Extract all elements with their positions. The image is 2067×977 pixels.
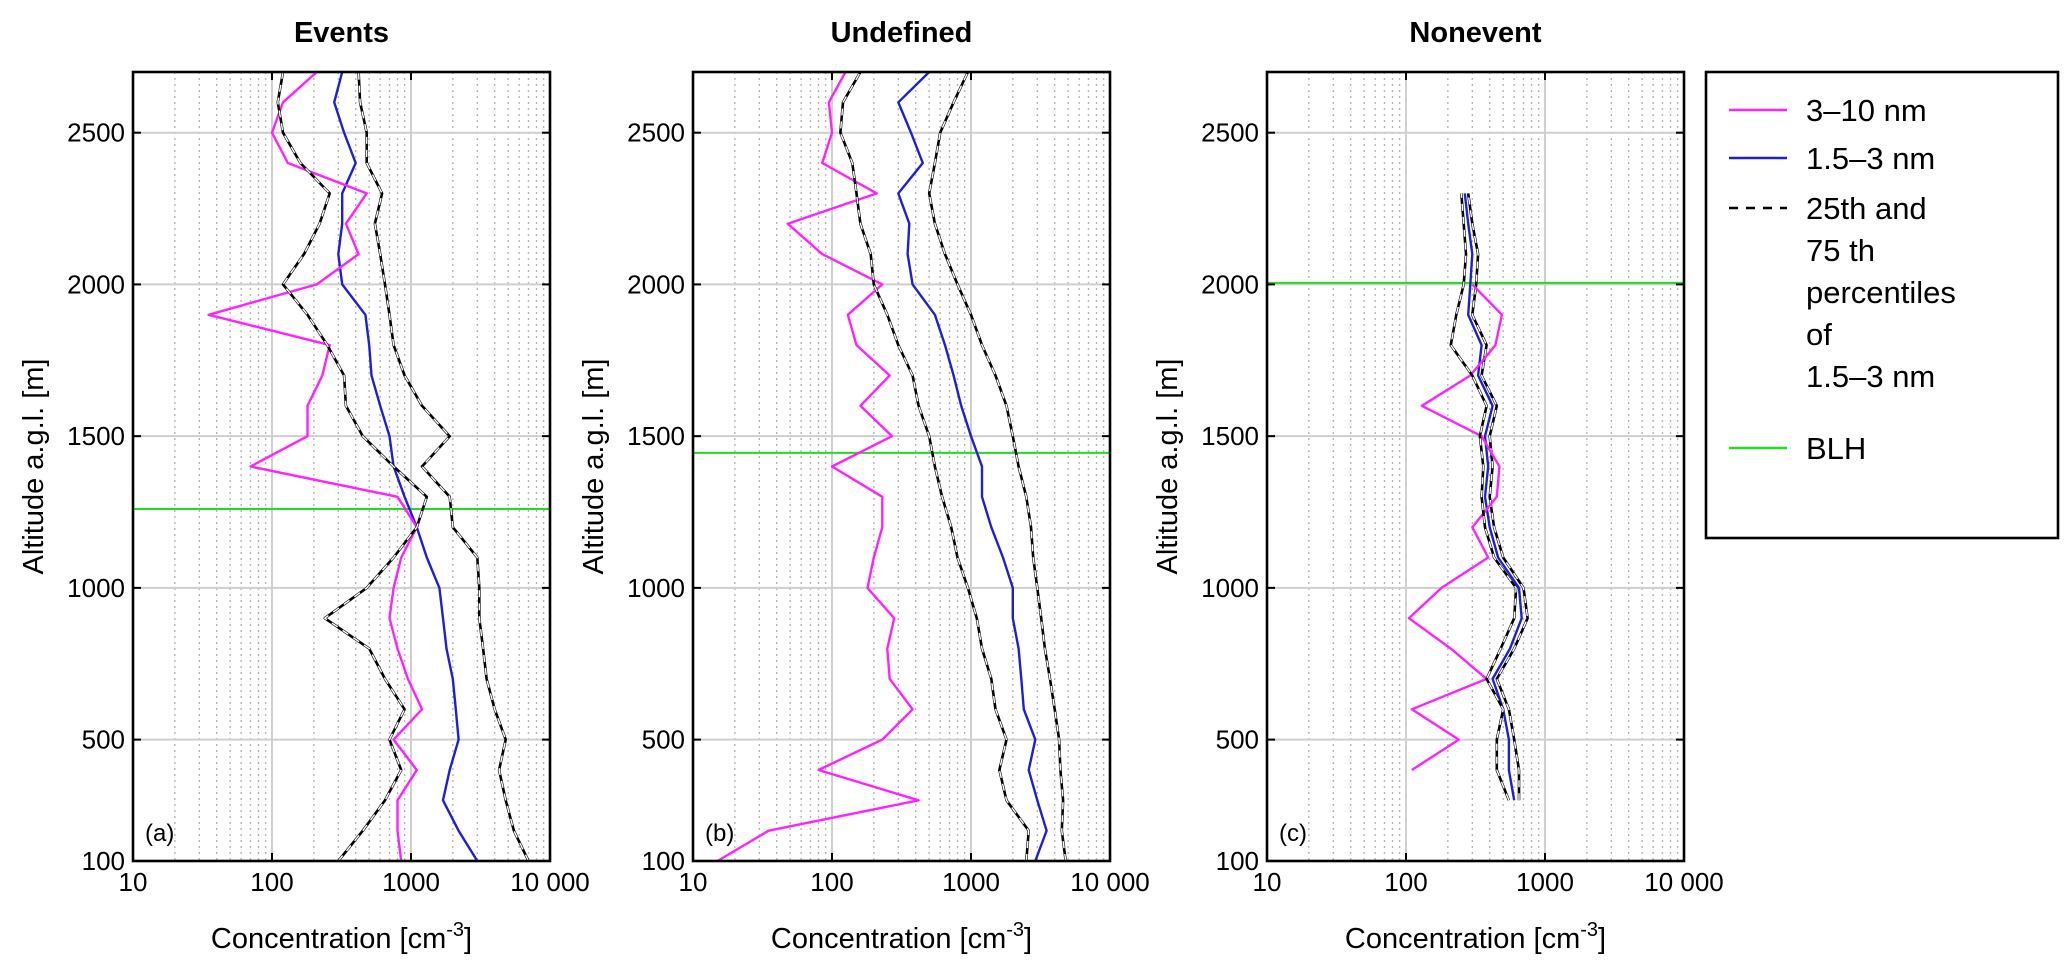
series-p25-dash [1450,193,1517,801]
legend-label: 1.5–3 nm [1806,141,1935,176]
panel-title: Nonevent [1409,17,1541,49]
panel-label: (a) [145,820,174,847]
legend-box [1704,70,2060,540]
series-c310-line [1407,283,1504,772]
y-tick-label: 2000 [627,269,685,299]
y-tick-label: 500 [82,725,125,755]
chart-panels: 10 100 1000 10 0001005001000150020002500Eve… [18,17,1724,955]
legend-item-c310: 3–10 nm [1729,93,1927,128]
series-p25-line [839,71,1030,862]
panel-title: Undefined [831,17,973,49]
legend-label: 3–10 nm [1806,93,1927,128]
x-tick-label: 10 [1253,867,1282,897]
x-tick-label: 1000 [382,867,440,897]
y-tick-label: 100 [1216,846,1259,876]
x-tick-label: 10 [119,867,148,897]
series-p75-line [1466,193,1529,801]
panel-1: 10 100 1000 10 0001005001000150020002500Eve… [18,17,590,955]
series-p75-dash [357,71,530,862]
y-tick-label: 1500 [1201,421,1259,451]
panel-label: (c) [1279,820,1307,847]
plot-frame [131,70,552,863]
x-tick-label: 1000 [1516,867,1574,897]
y-axis-label: Altitude a.g.l. [m] [578,359,610,575]
legend-item-p25: 25th and 75 th percentiles of 1.5–3 nm [1729,191,1956,394]
y-tick-label: 1500 [627,421,685,451]
x-tick-label: 10 [679,867,708,897]
panel-3: 10 100 1000 10 0001005001000150020002500Non… [1152,17,1724,955]
y-tick-label: 1000 [1201,573,1259,603]
y-axis-label: Altitude a.g.l. [m] [1152,359,1184,575]
y-tick-label: 2500 [67,118,125,148]
y-tick-label: 2000 [1201,269,1259,299]
series-c15-line [1463,193,1523,801]
series-p25-line [276,71,429,862]
x-axis-label: Concentration [cm-3] [771,919,1032,955]
y-tick-label: 500 [1216,725,1259,755]
x-tick-label: 10 000 [1644,867,1724,897]
series-p25-dash [277,71,428,862]
series-c15-line [897,71,1048,862]
legend: 3–10 nm 1.5–3 nm 25th and 75 th percentiles o… [1704,70,2060,540]
panel-2: 10 100 1000 10 0001005001000150020002500Und… [578,17,1150,955]
y-tick-label: 2000 [67,269,125,299]
legend-item-blh: BLH [1729,431,1866,466]
panel-label: (b) [705,820,734,847]
x-tick-label: 10 000 [510,867,590,897]
plot-frame [691,70,1112,863]
x-tick-label: 10 000 [1070,867,1150,897]
x-tick-label: 100 [810,867,853,897]
y-tick-label: 2500 [1201,118,1259,148]
x-tick-label: 100 [1384,867,1427,897]
series-c310-line [716,71,920,863]
y-axis-label: Altitude a.g.l. [m] [18,359,50,575]
series-p75-line [357,71,530,862]
y-tick-label: 1000 [67,573,125,603]
legend-label: 25th and 75 th percentiles of 1.5–3 nm [1806,191,1956,394]
y-tick-label: 1000 [627,573,685,603]
y-tick-label: 1500 [67,421,125,451]
x-axis-label: Concentration [cm-3] [211,919,472,955]
x-tick-label: 100 [250,867,293,897]
x-tick-label: 1000 [942,867,1000,897]
y-tick-label: 2500 [627,118,685,148]
series-p75-line [927,71,1067,862]
x-axis-label: Concentration [cm-3] [1345,919,1606,955]
series-p75-dash [928,71,1067,862]
series-p25-dash [839,71,1030,862]
legend-label: BLH [1806,431,1866,466]
y-tick-label: 100 [82,846,125,876]
series-c310-line [207,71,424,862]
panel-title: Events [294,17,389,49]
plot-frame [1265,70,1686,863]
y-tick-label: 100 [642,846,685,876]
legend-item-c15: 1.5–3 nm [1729,141,1935,176]
y-tick-label: 500 [642,725,685,755]
